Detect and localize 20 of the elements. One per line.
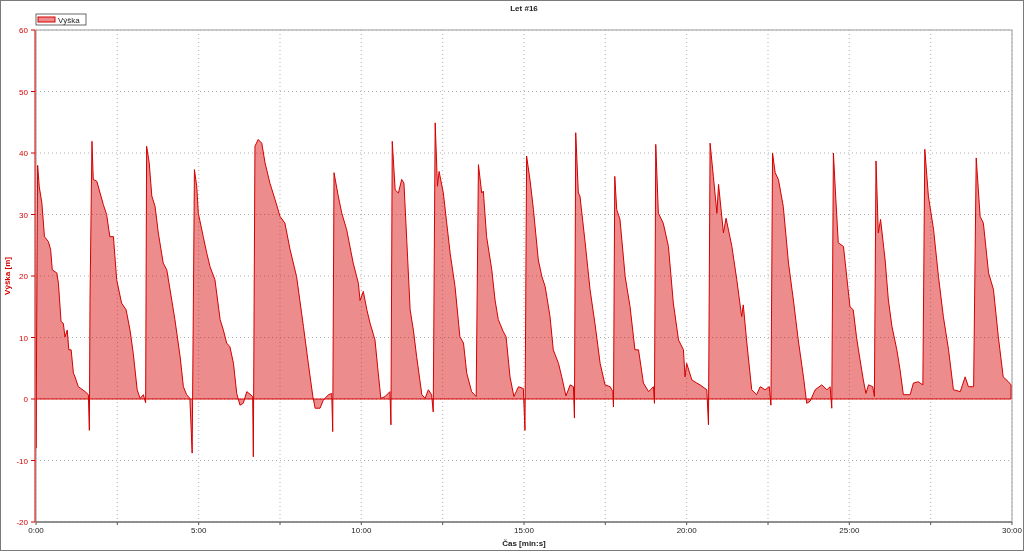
y-tick-label: 60 — [19, 26, 29, 35]
x-tick-label: 30:00 — [1001, 526, 1023, 535]
legend-label: Výška — [58, 15, 81, 25]
chart-title: Let #16 — [510, 4, 539, 13]
y-tick-label: 30 — [19, 210, 29, 220]
y-tick-label: -20 — [16, 518, 29, 527]
y-tick-label: 20 — [19, 272, 29, 281]
x-axis-title: Čas [min:s] — [502, 539, 547, 548]
x-tick-label: 15:00 — [513, 526, 535, 535]
x-tick-label: 5:00 — [190, 526, 207, 535]
x-tick-label: 0:00 — [28, 526, 45, 535]
x-tick-label: 10:00 — [351, 526, 372, 535]
y-tick-label: 40 — [19, 149, 29, 158]
y-axis-title: Výška [m] — [3, 256, 12, 295]
y-tick-label: 50 — [19, 87, 29, 97]
x-tick-label: 25:00 — [839, 526, 860, 535]
y-tick-label: 10 — [19, 333, 29, 343]
x-tick-label: 20:00 — [676, 526, 698, 535]
y-tick-label: -10 — [16, 456, 29, 466]
y-tick-label: 0 — [23, 395, 29, 404]
